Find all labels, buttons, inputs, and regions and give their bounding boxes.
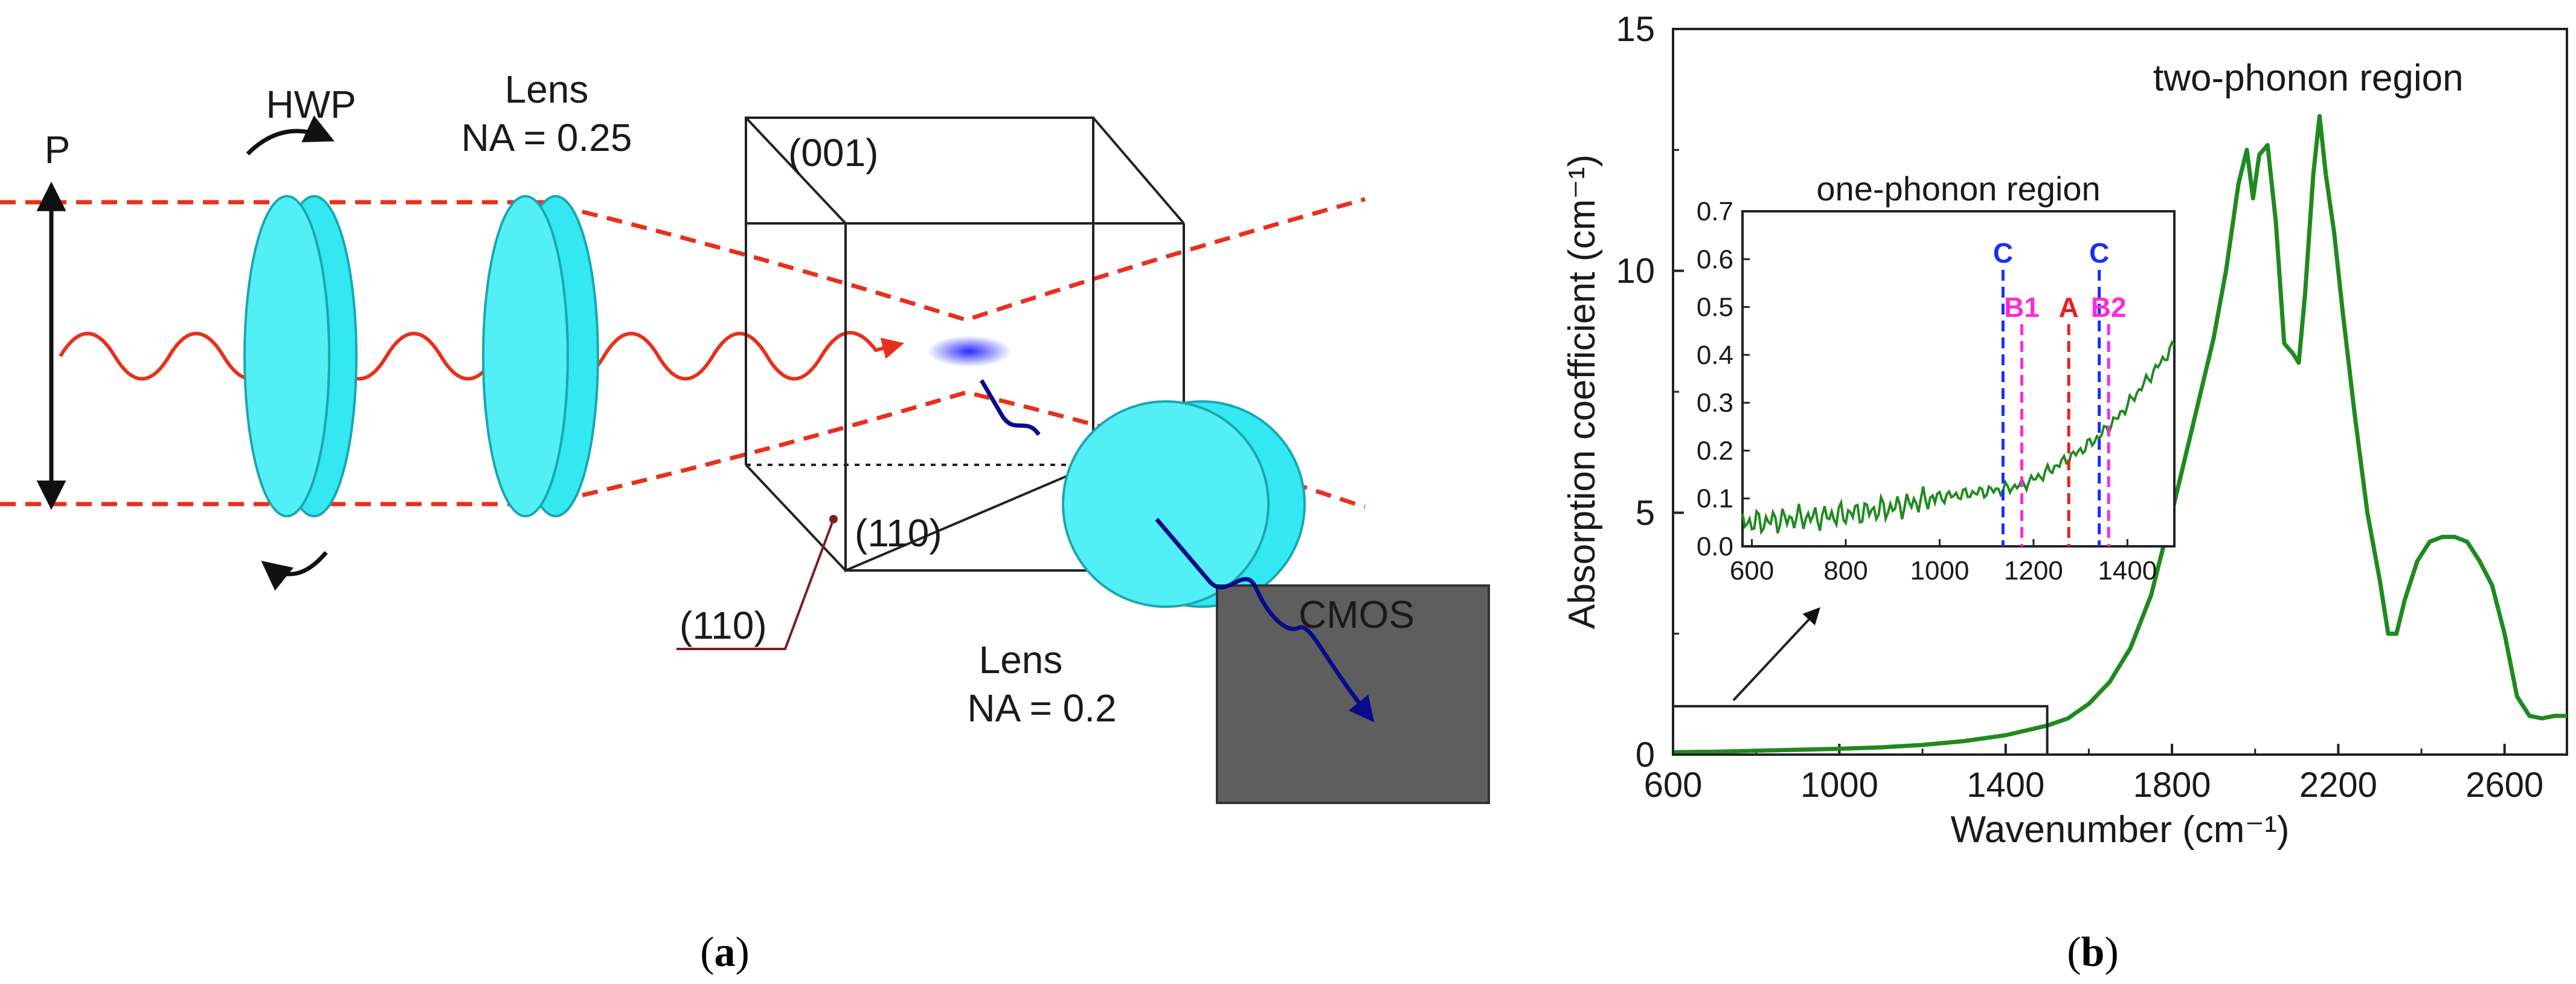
face-110-side-label: (110): [679, 604, 767, 647]
y-tick-label: 0: [1636, 735, 1655, 775]
face-110-front-label: (110): [855, 511, 942, 555]
inset-x-tick-label: 800: [1823, 556, 1868, 586]
optical-setup-diagram: P HWP Lens NA = 0.25 (001) (110) (110): [0, 68, 1490, 976]
inset-y-tick-label: 0.5: [1697, 293, 1733, 322]
main-chart: 600 1000 1400 1800 2200 2600 0 5 10 15 Wavenumber …: [1561, 10, 2568, 851]
beam-upper-edge: [0, 197, 1366, 322]
inset-x-tick-label: 1200: [2004, 556, 2063, 586]
x-tick-label: 2600: [2465, 765, 2543, 805]
inset-y-tick-label: 0.7: [1697, 197, 1733, 226]
series-line-absorption: [1672, 113, 2567, 755]
inset-y-tick-label: 0.2: [1697, 436, 1733, 465]
focusing-lens: [482, 195, 599, 517]
x-tick-label: 1400: [1967, 765, 2044, 805]
emission-wave-lower: [1155, 517, 1375, 723]
mode-label-c: C: [1993, 237, 2013, 269]
rotation-arrow-bottom-icon: [261, 551, 328, 591]
lens1-na-label: NA = 0.25: [461, 116, 632, 159]
y-tick-label: 5: [1636, 493, 1655, 532]
inset-x-tick-label: 1400: [2098, 556, 2157, 586]
half-wave-plate: [243, 115, 358, 591]
inset-chart: 600 800 1000 1200 1400 0.0 0.1 0.2 0.3 0.4 0.5 0.6 0…: [1697, 170, 2176, 586]
cmos-label: CMOS: [1299, 593, 1415, 636]
crystal-cube: [745, 117, 1185, 573]
inset-y-tick-label: 0.4: [1697, 340, 1733, 370]
caption-a: (a): [700, 929, 750, 976]
hwp-label: HWP: [266, 83, 356, 126]
lens2-name-label: Lens: [979, 638, 1063, 682]
polarization-label: P: [45, 128, 71, 171]
inset-y-tick-label: 0.1: [1697, 484, 1733, 514]
two-phonon-annotation: two-phonon region: [2153, 57, 2464, 99]
mode-label-c: C: [2089, 237, 2109, 269]
lens2-na-label: NA = 0.2: [967, 686, 1116, 730]
inset-y-tick-label: 0.3: [1697, 388, 1733, 418]
zoom-region-box: [1672, 704, 2049, 756]
mode-label-b1: B1: [2004, 292, 2040, 323]
inset-y-tick-label: 0.0: [1697, 532, 1733, 561]
y-tick-label: 10: [1616, 252, 1655, 291]
x-tick-label: 1000: [1800, 765, 1878, 805]
caption-b: (b): [2067, 929, 2119, 976]
inset-x-tick-label: 600: [1730, 556, 1774, 586]
inset-x-tick-label: 1000: [1910, 556, 1969, 586]
mode-label-b2: B2: [2091, 292, 2127, 323]
y-axis-label: Absorption coefficient (cm⁻¹): [1561, 155, 1603, 629]
x-tick-label: 2200: [2299, 765, 2377, 805]
rotation-arrow-top-icon: [246, 115, 335, 156]
focus-spot: [927, 336, 1012, 367]
inset-y-tick-label: 0.6: [1697, 244, 1733, 274]
lens1-name-label: Lens: [505, 68, 589, 111]
emission-wave-upper: [979, 379, 1041, 436]
zoom-pointer-arrow: [1732, 607, 1820, 701]
mode-label-a: A: [2059, 292, 2079, 323]
x-tick-label: 1800: [2133, 765, 2211, 805]
series-line-absorption-inset: [1741, 340, 2176, 535]
x-axis-label: Wavenumber (cm⁻¹): [1951, 809, 2290, 851]
collection-lens: [1062, 400, 1306, 608]
inset-frame: [1741, 210, 2176, 548]
x-tick-label: 600: [1644, 765, 1703, 805]
excitation-wave: [59, 331, 904, 381]
face-110-leader-line: [676, 519, 835, 650]
inset-title: one-phonon region: [1816, 170, 2100, 208]
y-tick-label: 15: [1616, 10, 1655, 49]
face-001-label: (001): [788, 131, 878, 174]
